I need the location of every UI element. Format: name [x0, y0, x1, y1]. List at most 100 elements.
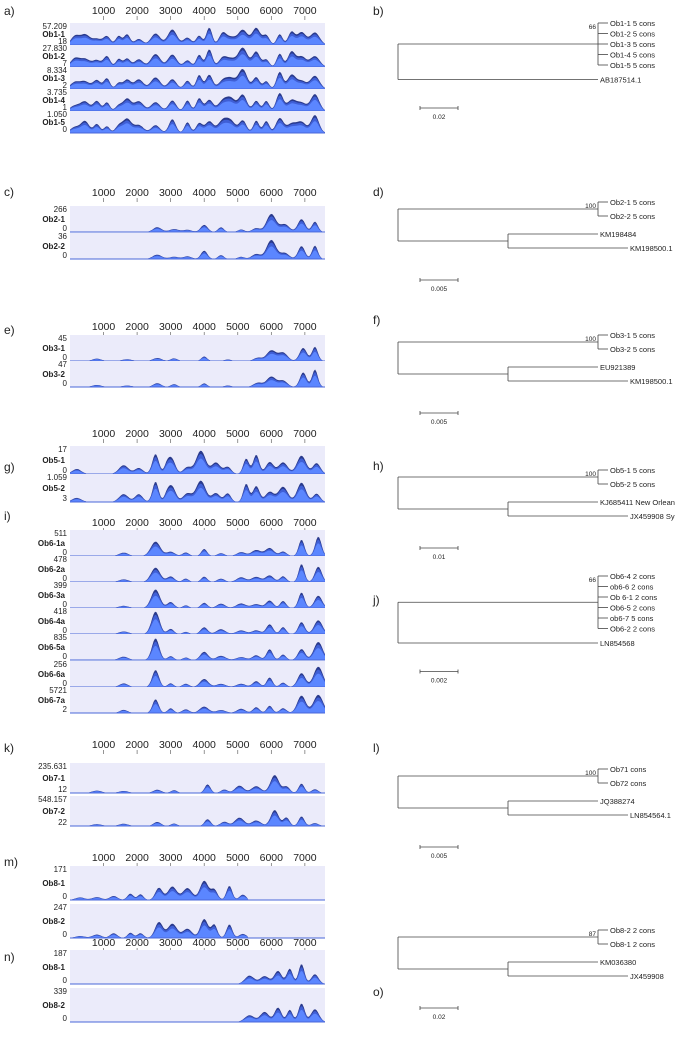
- track-name-ob1-2: Ob1-2: [42, 52, 65, 61]
- tree-leaf-label: ob6-6 2 cons: [610, 583, 654, 592]
- coverage-area-layer-3: [70, 543, 325, 556]
- x-tick-label: 3000: [159, 321, 183, 333]
- x-tick-label: 4000: [193, 428, 217, 440]
- coverage-area-layer-3: [70, 487, 325, 502]
- x-tick-label: 1000: [92, 187, 116, 199]
- bootstrap-value: 66: [589, 24, 597, 31]
- coverage-area-layer-2: [70, 967, 325, 984]
- x-tick-label: 3000: [159, 739, 183, 751]
- track-name-ob8-2: Ob8-2: [42, 917, 65, 926]
- track-min-value: 0: [63, 125, 68, 134]
- track-max-value: 418: [54, 607, 68, 616]
- tree-leaf-label: KM198484: [600, 230, 636, 239]
- x-tick-label: 2000: [125, 739, 149, 751]
- bootstrap-value: 87: [589, 931, 597, 938]
- track-name-ob2-2: Ob2-2: [42, 242, 65, 251]
- track-min-value: 0: [63, 600, 68, 609]
- x-tick-label: 7000: [293, 187, 317, 199]
- track-max-value: 45: [58, 334, 67, 343]
- scale-bar-label: 0.002: [431, 678, 448, 685]
- track-name-ob3-2: Ob3-2: [42, 370, 65, 379]
- track-name-ob6-6a: Ob6-6a: [38, 670, 66, 679]
- coverage-area-layer-3: [70, 351, 325, 361]
- track-name-ob6-3a: Ob6-3a: [38, 591, 66, 600]
- scale-bar-label: 0.005: [431, 419, 448, 426]
- coverage-area-layer-3: [70, 1009, 325, 1022]
- tree-leaf-label: KM198500.1: [630, 244, 673, 253]
- coverage-area-layer-3: [70, 781, 325, 793]
- track-min-value: 0: [63, 626, 68, 635]
- panel-label-b: b): [373, 4, 384, 18]
- tree-leaf-label: Ob5-2 5 cons: [610, 480, 655, 489]
- tree-leaf-label: Ob1-3 5 cons: [610, 40, 655, 49]
- track-name-ob3-1: Ob3-1: [42, 344, 65, 353]
- coverage-area-layer-3: [70, 54, 325, 67]
- scale-bar-label: 0.02: [433, 1014, 446, 1021]
- track-name-ob1-4: Ob1-4: [42, 96, 65, 105]
- track-background: [70, 530, 325, 556]
- tree-leaf-label: Ob1-2 5 cons: [610, 30, 655, 39]
- track-background: [70, 582, 325, 608]
- track-max-value: 8.334: [47, 66, 68, 75]
- coverage-area-layer-3: [70, 570, 325, 582]
- tree-leaf-label: EU921389: [600, 363, 635, 372]
- x-tick-label: 6000: [260, 428, 284, 440]
- track-max-value: 57.209: [43, 22, 68, 31]
- track-max-value: 548.157: [38, 795, 67, 804]
- track-max-value: 399: [54, 581, 68, 590]
- tree-leaf-label: Ob6-5 2 cons: [610, 604, 655, 613]
- track-background: [70, 904, 325, 938]
- x-tick-label: 2000: [125, 852, 149, 864]
- x-tick-label: 6000: [260, 517, 284, 529]
- x-tick-label: 4000: [193, 739, 217, 751]
- x-tick-label: 5000: [226, 5, 250, 17]
- tree-leaf-label: JQ388274: [600, 797, 635, 806]
- coverage-panel-a: a) 1000 2000 3000 4000 5000 6000 700057.209Ob1-…: [4, 4, 325, 134]
- panel-label-d: d): [373, 185, 384, 199]
- track-name-ob8-1: Ob8-1: [42, 879, 65, 888]
- tree-leaf-label: LN854568: [600, 639, 635, 648]
- track-max-value: 1.059: [47, 473, 68, 482]
- coverage-area-layer-3: [70, 925, 325, 938]
- panel-label-m: m): [4, 855, 18, 869]
- tree-leaf-label: Ob5-1 5 cons: [610, 466, 655, 475]
- panel-label-n: n): [4, 950, 15, 964]
- coverage-panel-i: i) 1000 2000 3000 4000 5000 6000 7000511Ob6-1a0…: [4, 509, 325, 714]
- coverage-area-layer-3: [70, 121, 325, 133]
- x-tick-label: 7000: [293, 739, 317, 751]
- track-name-ob6-5a: Ob6-5a: [38, 643, 66, 652]
- track-name-ob1-1: Ob1-1: [42, 30, 65, 39]
- tree-panel-l: l) Ob71 cons Ob72 cons 100 JQ388274 LN854564.…: [373, 741, 671, 860]
- tree-leaf-label: Ob2-1 5 cons: [610, 198, 655, 207]
- track-max-value: 47: [58, 360, 67, 369]
- tree-leaf-label: JX459908: [630, 972, 664, 981]
- track-min-value: 0: [63, 548, 68, 557]
- coverage-area-layer-3: [70, 99, 325, 111]
- coverage-area-layer-3: [70, 246, 325, 259]
- panel-label-i: i): [4, 509, 11, 523]
- tree-leaf-label: Ob 6-1 2 cons: [610, 593, 657, 602]
- track-min-value: 0: [63, 224, 68, 233]
- track-min-value: 18: [58, 37, 67, 46]
- x-tick-label: 2000: [125, 428, 149, 440]
- track-max-value: 266: [54, 205, 68, 214]
- bootstrap-value: 66: [589, 577, 597, 584]
- x-tick-label: 2000: [125, 937, 149, 949]
- x-tick-label: 5000: [226, 739, 250, 751]
- coverage-area-layer-3: [70, 375, 325, 387]
- track-name-ob6-4a: Ob6-4a: [38, 617, 66, 626]
- track-name-ob1-3: Ob1-3: [42, 74, 65, 83]
- track-min-value: 0: [63, 930, 68, 939]
- track-name-ob7-1: Ob7-1: [42, 774, 65, 783]
- panel-label-j: j): [372, 593, 380, 607]
- coverage-area-layer-3: [70, 619, 325, 634]
- tree-panel-o: o) Ob8-2 2 cons Ob8-1 2 cons 87 KM036380 JX45…: [373, 926, 664, 1021]
- x-tick-label: 3000: [159, 937, 183, 949]
- tree-leaf-label: KM036380: [600, 958, 636, 967]
- x-tick-label: 1000: [92, 5, 116, 17]
- track-min-value: 2: [63, 705, 68, 714]
- track-background: [70, 687, 325, 713]
- track-name-ob6-1a: Ob6-1a: [38, 539, 66, 548]
- track-background: [70, 556, 325, 582]
- track-background: [70, 634, 325, 660]
